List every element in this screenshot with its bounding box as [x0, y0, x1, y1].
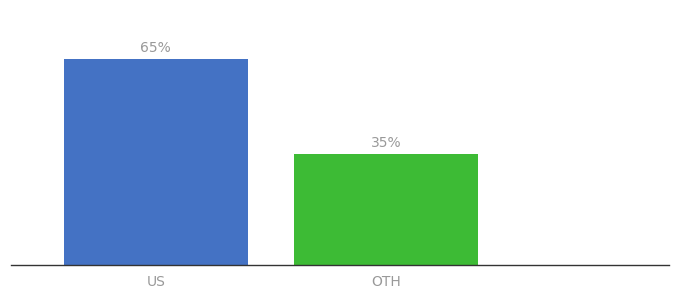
Text: 65%: 65% — [141, 41, 171, 55]
Text: 35%: 35% — [371, 136, 401, 150]
Bar — [64, 59, 248, 265]
Bar — [294, 154, 478, 265]
